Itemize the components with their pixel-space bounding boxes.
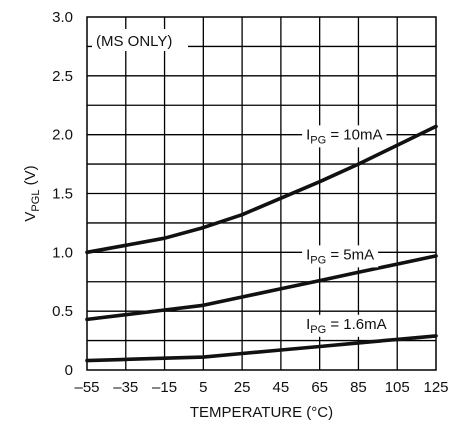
y-axis-label-main: V bbox=[22, 212, 39, 222]
series-lines bbox=[85, 124, 438, 363]
annotation-background bbox=[92, 29, 188, 51]
x-tick-label: –55 bbox=[74, 379, 99, 396]
x-tick-label: –35 bbox=[113, 379, 138, 396]
series-label-background bbox=[302, 314, 391, 337]
y-axis-label-unit: (V) bbox=[22, 165, 39, 189]
series-line-2 bbox=[85, 254, 438, 322]
x-tick-label: 125 bbox=[423, 379, 448, 396]
x-tick-label: 105 bbox=[385, 379, 410, 396]
y-tick-labels: 0 0.5 1.0 1.5 2.0 2.5 3.0 bbox=[52, 9, 73, 379]
y-tick-label: 0.5 bbox=[52, 303, 73, 320]
plot-frame bbox=[86, 16, 437, 371]
x-tick-label: 25 bbox=[234, 379, 251, 396]
grid bbox=[87, 17, 436, 370]
series-label-1: IPG = 10mA bbox=[306, 126, 382, 146]
x-tick-labels: –55 –35 –15 5 25 45 65 85 105 125 bbox=[74, 379, 448, 396]
series-label-background bbox=[302, 125, 387, 148]
x-tick-label: 65 bbox=[311, 379, 328, 396]
y-tick-label: 2.0 bbox=[52, 127, 73, 144]
annotation: (MS ONLY) bbox=[96, 33, 172, 50]
series-labels: IPG = 10mA IPG = 5mA IPG = 1.6mA bbox=[302, 125, 391, 337]
series-label-background bbox=[302, 245, 379, 268]
y-axis-label-sub: PGL bbox=[30, 190, 42, 212]
y-axis-label: VPGL (V) bbox=[22, 165, 42, 221]
series-line-3 bbox=[85, 334, 438, 363]
y-tick-label: 0 bbox=[65, 362, 73, 379]
y-tick-label: 3.0 bbox=[52, 9, 73, 26]
x-axis-label: TEMPERATURE (°C) bbox=[190, 404, 333, 421]
x-tick-label: –15 bbox=[152, 379, 177, 396]
y-tick-label: 2.5 bbox=[52, 68, 73, 85]
x-tick-label: 5 bbox=[199, 379, 207, 396]
series-line-1 bbox=[85, 124, 438, 255]
y-tick-label: 1.5 bbox=[52, 186, 73, 203]
series-label-2: IPG = 5mA bbox=[306, 246, 374, 266]
y-tick-label: 1.0 bbox=[52, 244, 73, 261]
series-label-3: IPG = 1.6mA bbox=[306, 316, 387, 336]
x-tick-label: 45 bbox=[273, 379, 290, 396]
x-tick-label: 85 bbox=[350, 379, 367, 396]
